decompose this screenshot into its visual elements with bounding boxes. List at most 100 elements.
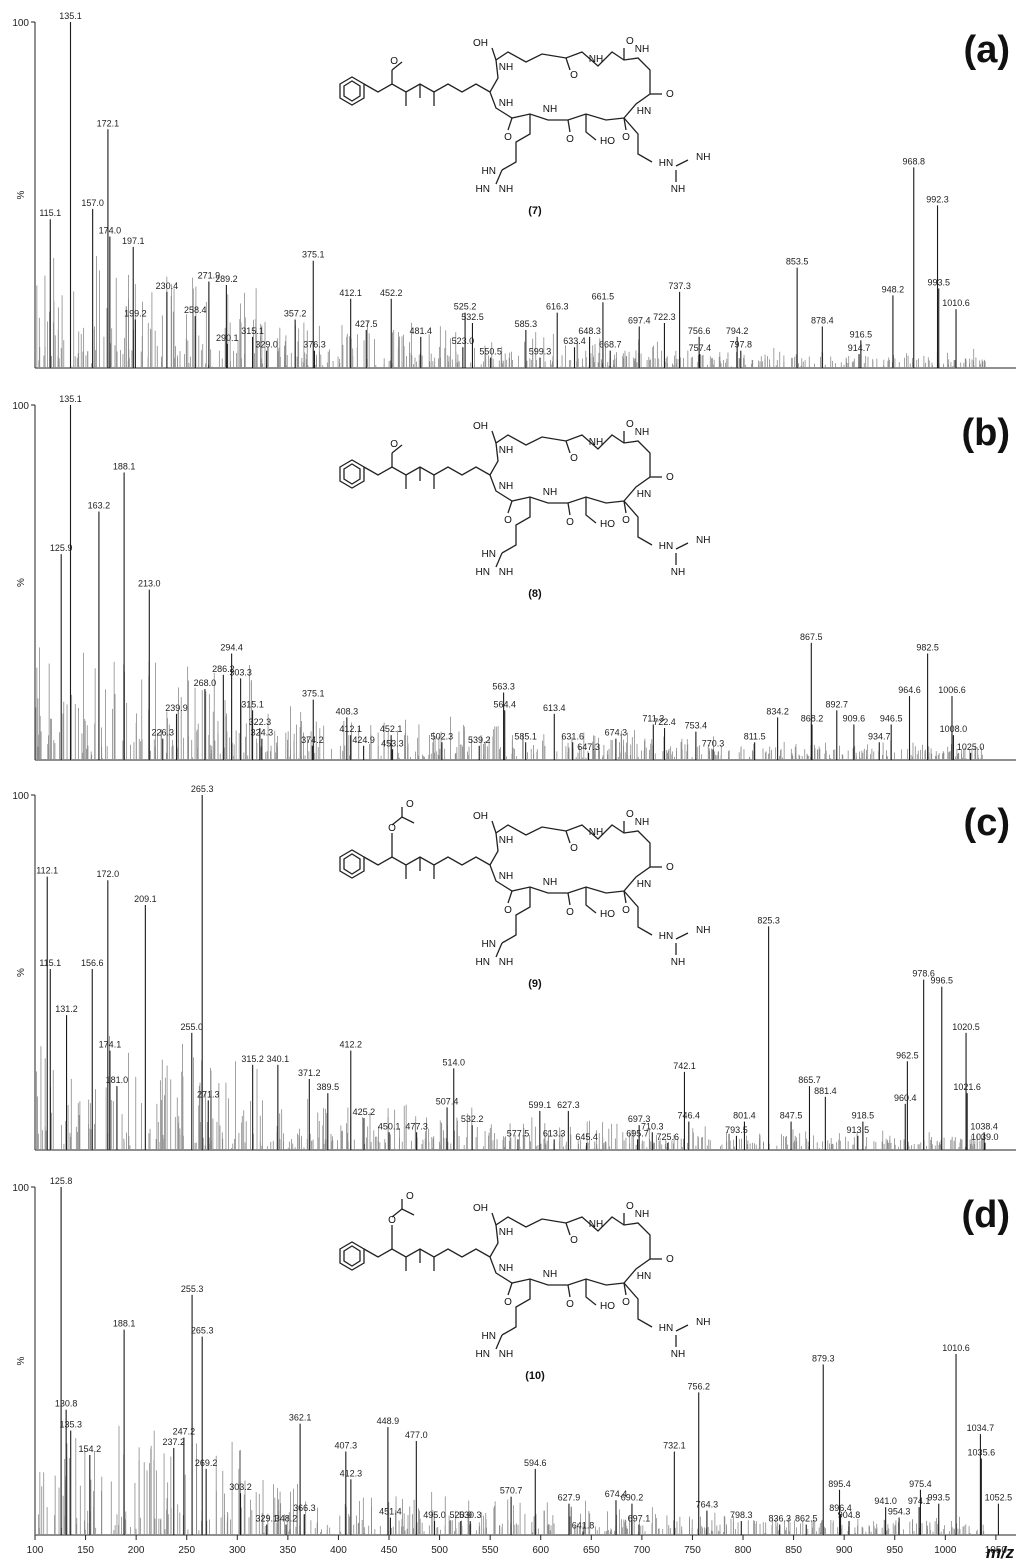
svg-text:O: O xyxy=(504,132,512,143)
svg-text:NH: NH xyxy=(635,817,649,828)
peak-label: 641.8 xyxy=(572,1521,595,1531)
peak-label: 764.3 xyxy=(696,1500,719,1510)
svg-text:O: O xyxy=(626,809,634,820)
peak-label: 507.4 xyxy=(436,1096,459,1106)
peak-label: 451.4 xyxy=(379,1507,402,1517)
svg-text:O: O xyxy=(566,134,574,145)
peak-label: 1010.6 xyxy=(942,1343,970,1353)
labelled-peaks: 125.9 135.1 163.2 188.1 213.0 226.3 239.9 268.0… xyxy=(50,394,984,760)
peak-label: 271.9 xyxy=(198,271,221,281)
svg-text:NH: NH xyxy=(499,62,513,73)
panel-letter: (b) xyxy=(961,412,1010,454)
peak-label: 811.5 xyxy=(744,731,766,741)
x-tick-label: 400 xyxy=(330,1545,347,1556)
peak-label: 550.5 xyxy=(479,347,502,357)
peak-label: 477.3 xyxy=(405,1121,428,1131)
svg-text:HN: HN xyxy=(482,549,496,560)
peak-label: 599.3 xyxy=(529,347,552,357)
peak-label: 968.8 xyxy=(902,156,925,166)
svg-text:O: O xyxy=(566,907,574,918)
svg-text:NH: NH xyxy=(696,925,710,936)
peak-label: 916.5 xyxy=(850,329,873,339)
svg-text:OH: OH xyxy=(473,811,488,822)
svg-text:HN: HN xyxy=(637,1271,651,1282)
svg-text:NH: NH xyxy=(543,1269,557,1280)
peak-label: 125.8 xyxy=(50,1176,73,1186)
svg-text:HN: HN xyxy=(476,1349,490,1360)
x-axis-label: m/z xyxy=(986,1543,1015,1562)
peak-label: 172.1 xyxy=(97,118,120,128)
svg-text:HN: HN xyxy=(659,158,673,169)
peak-label: 265.3 xyxy=(191,784,214,794)
svg-text:O: O xyxy=(622,905,630,916)
svg-text:NH: NH xyxy=(499,445,513,456)
svg-text:O: O xyxy=(390,439,398,450)
svg-text:O: O xyxy=(570,70,578,81)
svg-text:O: O xyxy=(570,453,578,464)
peak-label: 477.0 xyxy=(405,1430,428,1440)
x-tick-label: 450 xyxy=(381,1545,398,1556)
peak-label: 668.7 xyxy=(599,340,622,350)
peak-label: 801.4 xyxy=(733,1111,756,1121)
svg-text:OH: OH xyxy=(473,1203,488,1214)
svg-text:NH: NH xyxy=(499,835,513,846)
peak-label: 199.2 xyxy=(124,309,147,319)
svg-text:O: O xyxy=(504,905,512,916)
peak-label: 996.5 xyxy=(931,976,954,986)
svg-text:O: O xyxy=(626,1201,634,1212)
labelled-peaks: 112.1 115.1 131.2 156.6 172.0 174.1 181.0 209.1… xyxy=(36,784,999,1150)
peak-label: 181.0 xyxy=(106,1075,129,1085)
peak-label: 412.2 xyxy=(340,1040,363,1050)
peak-label: 520.9 xyxy=(449,1510,472,1520)
svg-text:OH: OH xyxy=(473,421,488,432)
x-tick-label: 1050 xyxy=(985,1545,1008,1556)
peak-label: 303.3 xyxy=(229,667,252,677)
x-tick-label: 800 xyxy=(735,1545,752,1556)
peak-label: 532.2 xyxy=(461,1114,484,1124)
peak-label: 135.1 xyxy=(59,11,82,21)
peak-label: 753.4 xyxy=(685,721,708,731)
peak-label: 1038.4 xyxy=(970,1121,998,1131)
svg-text:NH: NH xyxy=(499,1263,513,1274)
peak-label: 412.1 xyxy=(339,724,362,734)
peak-label: 197.1 xyxy=(122,236,145,246)
svg-text:HN: HN xyxy=(476,567,490,578)
peak-label: 322.3 xyxy=(249,717,272,727)
peak-label: 946.5 xyxy=(880,714,903,724)
peak-label: 834.2 xyxy=(766,706,789,716)
peak-label: 315.1 xyxy=(241,699,264,709)
y-axis-label: % xyxy=(16,578,27,587)
peak-label: 366.3 xyxy=(293,1503,316,1513)
spectrum-panel: 100% 112.1 115.1 131.2 156.6 172.0 174.1 181.0 2… xyxy=(12,784,1016,1151)
svg-text:NH: NH xyxy=(696,535,710,546)
peak-label: 742.1 xyxy=(673,1061,696,1071)
peak-label: 613.4 xyxy=(543,703,566,713)
peak-label: 389.5 xyxy=(317,1082,340,1092)
peak-label: 412.3 xyxy=(340,1468,363,1478)
svg-text:O: O xyxy=(504,515,512,526)
svg-text:HN: HN xyxy=(476,184,490,195)
peak-label: 627.9 xyxy=(558,1493,581,1503)
peak-label: 174.0 xyxy=(99,226,122,236)
svg-text:NH: NH xyxy=(635,44,649,55)
peak-label: 722.3 xyxy=(653,312,676,322)
peak-label: 982.5 xyxy=(916,643,939,653)
peak-label: 757.4 xyxy=(689,343,712,353)
svg-text:NH: NH xyxy=(671,1349,685,1360)
peak-label: 374.2 xyxy=(301,735,324,745)
svg-text:O: O xyxy=(390,56,398,67)
peak-label: 613.3 xyxy=(543,1128,566,1138)
peak-label: 564.4 xyxy=(493,699,516,709)
svg-text:NH: NH xyxy=(543,877,557,888)
peak-label: 570.7 xyxy=(500,1486,523,1496)
peak-label: 450.1 xyxy=(378,1121,401,1131)
x-tick-label: 850 xyxy=(785,1545,802,1556)
peak-label: 892.7 xyxy=(826,699,849,709)
svg-text:O: O xyxy=(666,1254,674,1265)
svg-text:HO: HO xyxy=(600,1301,615,1312)
